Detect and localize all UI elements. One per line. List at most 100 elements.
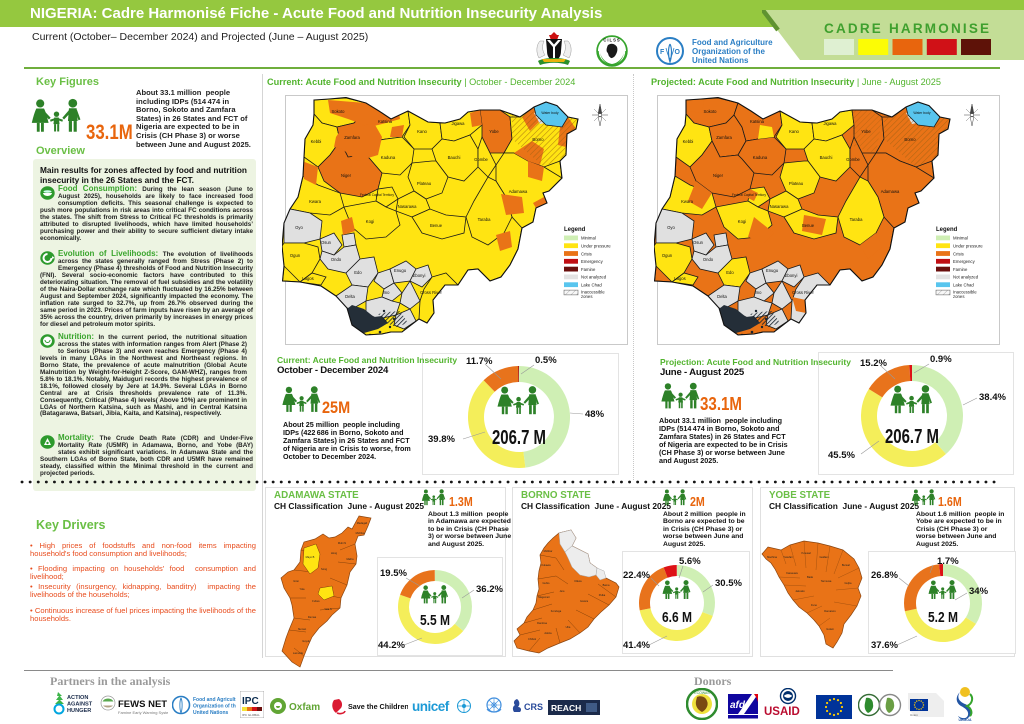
svg-text:zones: zones bbox=[953, 294, 964, 299]
svg-text:Plateau: Plateau bbox=[417, 181, 432, 186]
svg-text:Edo: Edo bbox=[726, 270, 734, 275]
svg-text:30.5%: 30.5% bbox=[715, 578, 742, 589]
svg-text:Cross River: Cross River bbox=[792, 290, 814, 295]
svg-text:Legend: Legend bbox=[564, 227, 586, 233]
svg-text:Ondo: Ondo bbox=[331, 257, 342, 262]
svg-text:Kukawa: Kukawa bbox=[541, 563, 551, 567]
svg-text:11.7%: 11.7% bbox=[466, 356, 493, 367]
svg-text:Ondo: Ondo bbox=[703, 257, 714, 262]
svg-text:Niger: Niger bbox=[713, 173, 724, 178]
svg-text:Yola S: Yola S bbox=[324, 607, 332, 611]
svg-text:afd: afd bbox=[730, 700, 746, 711]
svg-text:Minimal: Minimal bbox=[581, 236, 596, 241]
svg-text:Kano: Kano bbox=[417, 129, 427, 134]
svg-text:Oyo: Oyo bbox=[667, 225, 675, 230]
svg-text:Demsa: Demsa bbox=[308, 615, 317, 619]
svg-text:6.6 M: 6.6 M bbox=[662, 610, 692, 626]
svg-text:Minimal: Minimal bbox=[953, 236, 968, 241]
svg-text:Ebonyi: Ebonyi bbox=[785, 273, 798, 278]
svg-text:Benue: Benue bbox=[430, 223, 443, 228]
svg-text:F: F bbox=[660, 49, 665, 56]
svg-text:Federal Capital Territory: Federal Capital Territory bbox=[360, 193, 394, 197]
svg-text:Zamfara: Zamfara bbox=[344, 135, 360, 140]
svg-text:Osun: Osun bbox=[321, 240, 332, 245]
svg-text:Michika: Michika bbox=[356, 531, 365, 535]
svg-text:Ebonyi: Ebonyi bbox=[413, 273, 426, 278]
svg-text:Bauchi: Bauchi bbox=[820, 155, 833, 160]
svg-text:Damaturu: Damaturu bbox=[824, 609, 836, 613]
svg-text:unicef: unicef bbox=[412, 699, 450, 714]
svg-text:HUNGER: HUNGER bbox=[67, 708, 91, 714]
svg-text:Crisis: Crisis bbox=[953, 251, 964, 256]
svg-text:United Nations: United Nations bbox=[193, 710, 228, 716]
svg-text:Save the Children: Save the Children bbox=[348, 702, 408, 711]
svg-text:ECOWAS: ECOWAS bbox=[694, 691, 710, 695]
svg-text:Niger: Niger bbox=[341, 173, 352, 178]
svg-text:Famine: Famine bbox=[581, 267, 596, 272]
svg-text:FEWS NET: FEWS NET bbox=[118, 699, 167, 710]
svg-text:Guyuk: Guyuk bbox=[302, 639, 310, 643]
svg-text:Food and Agriculture: Food and Agriculture bbox=[193, 697, 236, 703]
svg-text:Famine Early Warning Systems N: Famine Early Warning Systems Network bbox=[118, 710, 168, 715]
svg-text:Bama: Bama bbox=[603, 583, 610, 587]
svg-text:Enugu: Enugu bbox=[394, 268, 407, 273]
svg-text:19.5%: 19.5% bbox=[380, 568, 407, 579]
svg-text:Chibok: Chibok bbox=[528, 637, 537, 641]
svg-text:Benue: Benue bbox=[802, 223, 815, 228]
svg-text:Lagos: Lagos bbox=[302, 276, 313, 281]
svg-text:Oyo: Oyo bbox=[295, 225, 303, 230]
svg-text:Nasarawa: Nasarawa bbox=[770, 204, 790, 209]
svg-text:Lake Chad: Lake Chad bbox=[953, 283, 974, 288]
svg-text:Delta: Delta bbox=[717, 294, 727, 299]
svg-text:Geidam: Geidam bbox=[819, 555, 828, 559]
svg-text:Yobe: Yobe bbox=[861, 129, 871, 134]
svg-text:Enugu: Enugu bbox=[766, 268, 779, 273]
svg-text:Song: Song bbox=[321, 567, 328, 571]
svg-text:Kebbi: Kebbi bbox=[683, 139, 694, 144]
svg-text:Famine: Famine bbox=[953, 267, 968, 272]
svg-text:Not analyzed: Not analyzed bbox=[953, 275, 979, 280]
svg-text:IPC: IPC bbox=[242, 696, 259, 707]
svg-text:Numan: Numan bbox=[298, 627, 307, 631]
svg-text:Emergency: Emergency bbox=[581, 259, 604, 264]
svg-text:0.5%: 0.5% bbox=[535, 355, 557, 366]
svg-text:Crisis: Crisis bbox=[581, 251, 592, 256]
svg-text:Gujba: Gujba bbox=[845, 581, 852, 585]
svg-text:36.2%: 36.2% bbox=[476, 584, 503, 595]
svg-text:Yunusari: Yunusari bbox=[801, 551, 812, 555]
svg-text:Yobe: Yobe bbox=[489, 129, 499, 134]
svg-text:Emergency: Emergency bbox=[953, 259, 976, 264]
svg-text:Imo: Imo bbox=[383, 290, 391, 295]
svg-text:Edo: Edo bbox=[354, 270, 362, 275]
svg-text:Inaccessible: Inaccessible bbox=[953, 290, 977, 295]
svg-text:Gwoza: Gwoza bbox=[580, 599, 589, 603]
svg-text:Damboa: Damboa bbox=[537, 621, 547, 625]
svg-text:Mobbar: Mobbar bbox=[544, 549, 553, 553]
svg-text:Delta: Delta bbox=[345, 294, 355, 299]
svg-text:41.4%: 41.4% bbox=[623, 640, 650, 651]
svg-text:Water body: Water body bbox=[913, 111, 931, 115]
svg-text:Under pressure: Under pressure bbox=[581, 244, 611, 249]
svg-text:Lake Chad: Lake Chad bbox=[581, 283, 602, 288]
svg-text:CILSS: CILSS bbox=[603, 38, 620, 43]
svg-text:Pulka: Pulka bbox=[599, 593, 606, 597]
svg-text:Jakusko: Jakusko bbox=[795, 589, 805, 593]
svg-text:Yusufari: Yusufari bbox=[783, 555, 793, 559]
svg-text:Kogi: Kogi bbox=[738, 219, 746, 224]
svg-text:Oxfam: Oxfam bbox=[289, 702, 320, 713]
svg-text:Machina: Machina bbox=[767, 555, 777, 559]
svg-text:22.4%: 22.4% bbox=[623, 570, 650, 581]
svg-text:37.6%: 37.6% bbox=[871, 640, 898, 651]
svg-text:Kano: Kano bbox=[789, 129, 799, 134]
svg-text:Lamurde: Lamurde bbox=[293, 651, 304, 655]
svg-text:44.2%: 44.2% bbox=[378, 640, 405, 651]
svg-text:Cross River: Cross River bbox=[420, 290, 442, 295]
svg-text:Katsina: Katsina bbox=[378, 119, 393, 124]
svg-text:Magumeri: Magumeri bbox=[538, 595, 550, 599]
svg-text:Inaccessible: Inaccessible bbox=[581, 290, 605, 295]
svg-text:Bauchi: Bauchi bbox=[448, 155, 461, 160]
svg-text:39.8%: 39.8% bbox=[428, 434, 455, 445]
svg-text:15.2%: 15.2% bbox=[860, 358, 887, 369]
svg-text:Madagali: Madagali bbox=[357, 521, 368, 525]
svg-text:Legend: Legend bbox=[936, 227, 958, 233]
